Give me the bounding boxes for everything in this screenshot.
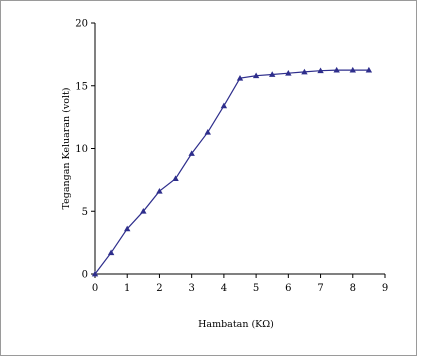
y-tick-label: 10 bbox=[75, 144, 88, 155]
data-point-marker bbox=[333, 66, 340, 73]
y-axis-title: Tegangan Keluaran (volt) bbox=[61, 88, 72, 210]
data-point-marker bbox=[140, 208, 147, 214]
x-axis-title: Hambatan (KΩ) bbox=[198, 319, 274, 330]
data-point-marker bbox=[285, 70, 292, 76]
data-point-marker bbox=[188, 150, 195, 156]
series-layer bbox=[91, 66, 373, 277]
x-tick-label: 6 bbox=[285, 283, 291, 294]
chart-frame: 0 5 10 15 20 0 1 2 3 4 5 6 7 8 9 Hambatan (KΩ) Teganga… bbox=[0, 0, 417, 356]
x-tick-label: 2 bbox=[156, 283, 162, 294]
y-tick-label: 15 bbox=[75, 81, 88, 92]
x-tick-label: 1 bbox=[124, 283, 130, 294]
ticks: 0 5 10 15 20 0 1 2 3 4 5 6 7 8 9 bbox=[75, 19, 388, 295]
data-point-marker bbox=[365, 66, 373, 73]
data-point-marker bbox=[172, 175, 179, 182]
data-point-marker bbox=[349, 66, 356, 73]
x-tick-label: 7 bbox=[317, 283, 323, 294]
x-tick-label: 3 bbox=[188, 283, 194, 294]
data-point-marker bbox=[124, 225, 131, 232]
data-point-marker bbox=[301, 68, 308, 75]
data-point-marker bbox=[107, 249, 115, 256]
axes bbox=[94, 23, 385, 275]
data-point-marker bbox=[156, 187, 163, 194]
x-tick-label: 4 bbox=[221, 283, 227, 294]
y-tick-label: 0 bbox=[82, 270, 88, 281]
data-point-marker bbox=[317, 67, 324, 74]
data-point-marker bbox=[204, 128, 211, 135]
x-tick-label: 8 bbox=[350, 283, 356, 294]
data-point-marker bbox=[269, 71, 276, 77]
y-tick-label: 5 bbox=[82, 207, 88, 218]
data-point-marker bbox=[236, 75, 244, 81]
x-tick-label: 0 bbox=[92, 283, 98, 294]
y-tick-label: 20 bbox=[75, 19, 88, 30]
data-point-marker bbox=[91, 270, 99, 277]
x-tick-label: 9 bbox=[382, 283, 388, 294]
series-line bbox=[94, 69, 369, 275]
data-point-marker bbox=[220, 102, 228, 109]
line-chart: 0 5 10 15 20 0 1 2 3 4 5 6 7 8 9 Hambatan (KΩ) Teganga… bbox=[61, 19, 388, 331]
data-point-marker bbox=[252, 72, 260, 79]
x-tick-label: 5 bbox=[253, 283, 259, 294]
